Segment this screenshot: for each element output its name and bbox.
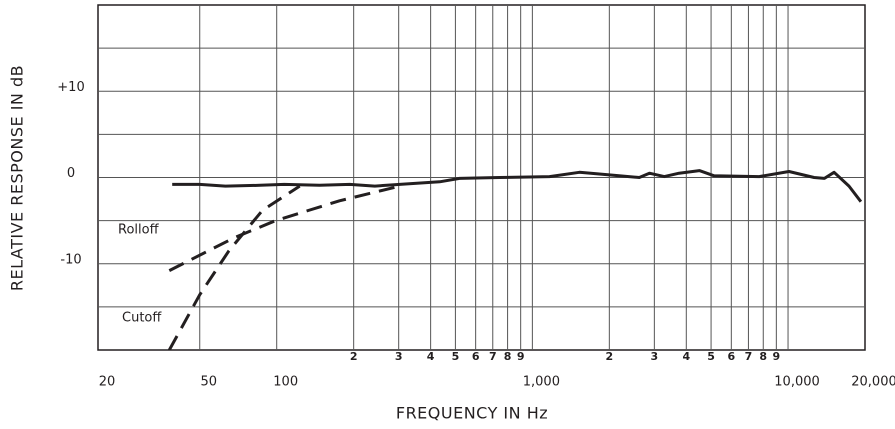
x-tick-label: 20,000 — [851, 375, 895, 390]
plot-lines — [167, 169, 863, 350]
x-tick-label: 10,000 — [774, 375, 820, 390]
x-minor-tick-label: 8 — [759, 350, 767, 363]
x-axis-label: FREQUENCY IN Hz — [396, 404, 548, 423]
x-minor-tick-label: 5 — [707, 350, 715, 363]
x-tick-label: 100 — [273, 375, 298, 390]
x-tick-label: 50 — [200, 375, 217, 390]
series-line — [172, 169, 863, 203]
x-minor-tick-label: 4 — [682, 350, 690, 363]
x-minor-tick-label: 2 — [606, 350, 614, 363]
x-minor-tick-label: 6 — [472, 350, 480, 363]
y-tick-label: 0 — [67, 166, 75, 181]
x-tick-label: 1,000 — [523, 375, 560, 390]
x-minor-tick-label: 6 — [727, 350, 735, 363]
x-minor-tick-label: 2 — [350, 350, 358, 363]
x-minor-tick-label: 3 — [651, 350, 659, 363]
series-label: Rolloff — [118, 223, 160, 238]
x-minor-tick-label: 4 — [427, 350, 435, 363]
x-minor-tick-label: 5 — [452, 350, 460, 363]
series-label: Cutoff — [122, 311, 162, 326]
series-line — [168, 184, 401, 272]
x-minor-tick-label: 7 — [489, 350, 497, 363]
y-tick-label: +10 — [57, 80, 84, 95]
y-tick-label: -10 — [60, 252, 81, 267]
x-tick-label: 20 — [99, 375, 116, 390]
x-minor-tick-label: 9 — [517, 350, 525, 363]
x-minor-tick-label: 8 — [504, 350, 512, 363]
y-axis-label: RELATIVE RESPONSE IN dB — [8, 65, 27, 291]
x-minor-tick-label: 9 — [773, 350, 781, 363]
series-line — [167, 184, 301, 350]
x-minor-tick-label: 3 — [395, 350, 403, 363]
x-minor-tick-label: 7 — [745, 350, 753, 363]
